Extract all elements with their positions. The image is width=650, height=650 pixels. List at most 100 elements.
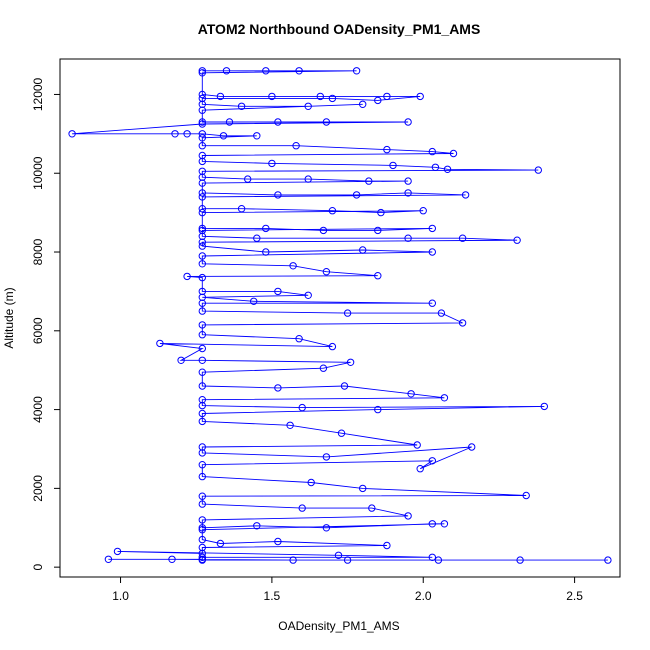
data-point [458,234,467,242]
data-point [198,368,207,376]
data-point [198,167,207,176]
data-point [307,478,315,487]
y-tick-label: 6000 [31,317,45,344]
data-point [374,272,382,280]
data-point [198,205,207,213]
data-point [237,102,246,111]
data-point [416,465,424,473]
data-point [198,238,207,246]
data-point [198,516,207,524]
data-point [198,69,207,77]
data-point [198,224,207,233]
data-point [198,134,207,142]
data-point [198,142,207,150]
data-point [198,307,207,315]
data-point [198,90,207,99]
data-point [198,106,207,114]
data-point [383,145,391,154]
data-point [198,356,207,364]
data-point [304,291,312,299]
data-point [216,539,225,548]
data-point [319,226,328,235]
data-point [304,102,312,111]
data-point [177,356,185,364]
data-point [322,268,331,276]
data-point [292,142,300,150]
data-point [198,193,207,201]
data-point [113,547,122,556]
data-point [198,252,207,260]
data-point [198,130,207,138]
data-point [428,457,436,465]
data-point [198,417,207,426]
data-point [431,163,440,172]
data-point [416,92,424,101]
data-point [449,149,458,158]
x-axis: 1.0 1.5 2.0 2.5 [112,576,583,603]
data-point [289,262,297,270]
data-point [262,224,270,233]
data-point [198,553,207,561]
data-point [440,394,449,402]
y-axis-label: Altitude (m) [2,287,16,348]
data-point [604,556,612,564]
series-layer [68,67,612,564]
data-point [428,553,436,561]
data-point [274,384,282,392]
y-tick-label: 4000 [31,396,45,423]
data-point [404,512,412,520]
data-point [328,342,337,351]
data-point [253,522,261,530]
data-point [198,449,207,457]
data-point [183,130,191,138]
data-point [250,297,258,305]
data-point [407,390,415,398]
data-point [237,205,246,213]
y-tick-label: 2000 [31,475,45,502]
data-point [468,443,476,451]
data-point [359,484,367,493]
x-tick-label: 2.0 [415,589,432,603]
data-point [274,191,282,199]
data-point [365,177,373,185]
data-point [383,92,391,101]
data-point [268,159,276,168]
data-point [268,92,276,101]
data-point [262,248,270,256]
data-point [198,299,207,307]
data-point [198,242,207,250]
data-point [461,191,470,199]
data-point [198,260,207,268]
data-point [419,207,427,215]
data-point [374,405,382,414]
data-point [337,429,346,437]
data-point [286,421,294,429]
data-point [428,248,436,256]
data-point [219,132,228,140]
data-point [104,555,113,563]
data-point [322,453,331,461]
data-point [198,344,207,353]
data-point [368,504,376,512]
data-point [198,232,207,241]
data-point [304,175,312,183]
y-tick-label: 0 [31,563,45,570]
data-point [404,177,412,185]
data-point [198,189,207,197]
data-point [274,287,282,296]
data-point [383,541,391,550]
data-point [198,321,207,329]
data-point [334,551,343,559]
data-point [389,161,397,170]
data-point [198,401,207,410]
y-tick-label: 8000 [31,238,45,265]
data-point [322,118,331,126]
data-point [328,94,337,103]
plot-area-frame [59,58,621,578]
data-point [198,526,207,534]
data-point [198,208,207,217]
data-point [413,441,421,449]
data-point [458,319,467,327]
data-point [428,520,436,528]
data-point [274,537,282,546]
